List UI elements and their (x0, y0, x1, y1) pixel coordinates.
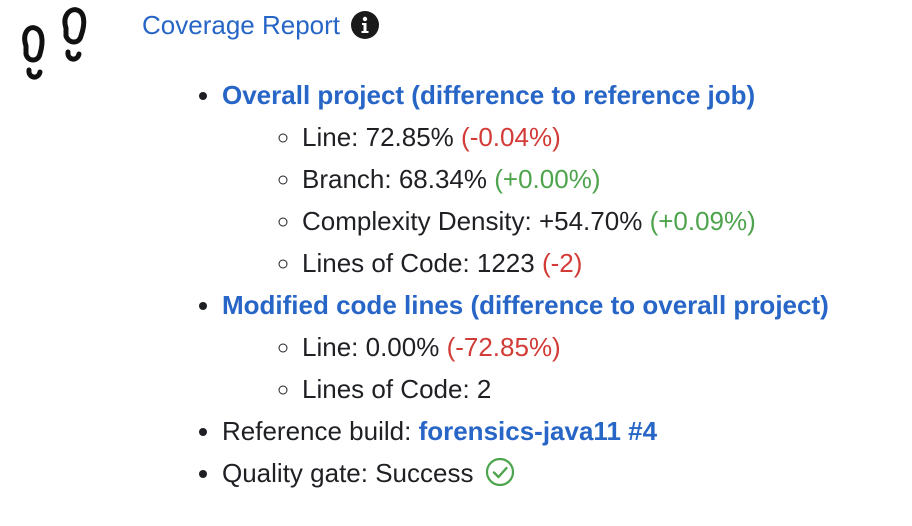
metric-delta: (-2) (541, 248, 583, 278)
metric-label: Branch: 68.34% (302, 164, 488, 194)
footprints-icon (22, 7, 87, 80)
overall-project-section: Overall project (difference to reference… (222, 74, 829, 284)
modified-lines-section: Modified code lines (difference to overa… (222, 284, 829, 410)
reference-build-item: Reference build: forensics-java11 #4 (222, 410, 829, 452)
modified-metrics-list: Line: 0.00% (-72.85%) Lines of Code: 2 (222, 326, 829, 410)
overall-metrics-list: Line: 72.85% (-0.04%) Branch: 68.34% (+0… (222, 116, 829, 284)
metric-delta: (+0.00%) (494, 164, 601, 194)
metric-delta: (+0.09%) (649, 206, 756, 236)
coverage-summary-list: Overall project (difference to reference… (196, 74, 829, 494)
info-icon[interactable] (350, 10, 380, 40)
metric-lines-of-code: Lines of Code: 1223 (-2) (302, 242, 829, 284)
metric-delta: (-72.85%) (446, 332, 561, 362)
coverage-report-link[interactable]: Coverage Report (142, 10, 340, 40)
modified-metric-lines-of-code: Lines of Code: 2 (302, 368, 829, 410)
modified-lines-link[interactable]: Modified code lines (difference to overa… (222, 290, 829, 320)
metric-branch: Branch: 68.34% (+0.00%) (302, 158, 829, 200)
metric-label: Line: 0.00% (302, 332, 440, 362)
quality-gate-label: Quality gate: Success (222, 458, 474, 488)
check-circle-icon (485, 457, 514, 487)
quality-gate-item: Quality gate: Success (222, 452, 829, 494)
report-header: Coverage Report (142, 6, 380, 44)
metric-line: Line: 72.85% (-0.04%) (302, 116, 829, 158)
reference-build-link[interactable]: forensics-java11 #4 (418, 416, 658, 446)
metric-label: Lines of Code: 2 (302, 374, 492, 404)
metric-label: Line: 72.85% (302, 122, 454, 152)
reference-build-label: Reference build: (222, 416, 419, 446)
overall-project-link[interactable]: Overall project (difference to reference… (222, 80, 756, 110)
metric-delta: (-0.04%) (461, 122, 561, 152)
metric-label: Complexity Density: +54.70% (302, 206, 643, 236)
metric-complexity-density: Complexity Density: +54.70% (+0.09%) (302, 200, 829, 242)
modified-metric-line: Line: 0.00% (-72.85%) (302, 326, 829, 368)
metric-label: Lines of Code: 1223 (302, 248, 535, 278)
